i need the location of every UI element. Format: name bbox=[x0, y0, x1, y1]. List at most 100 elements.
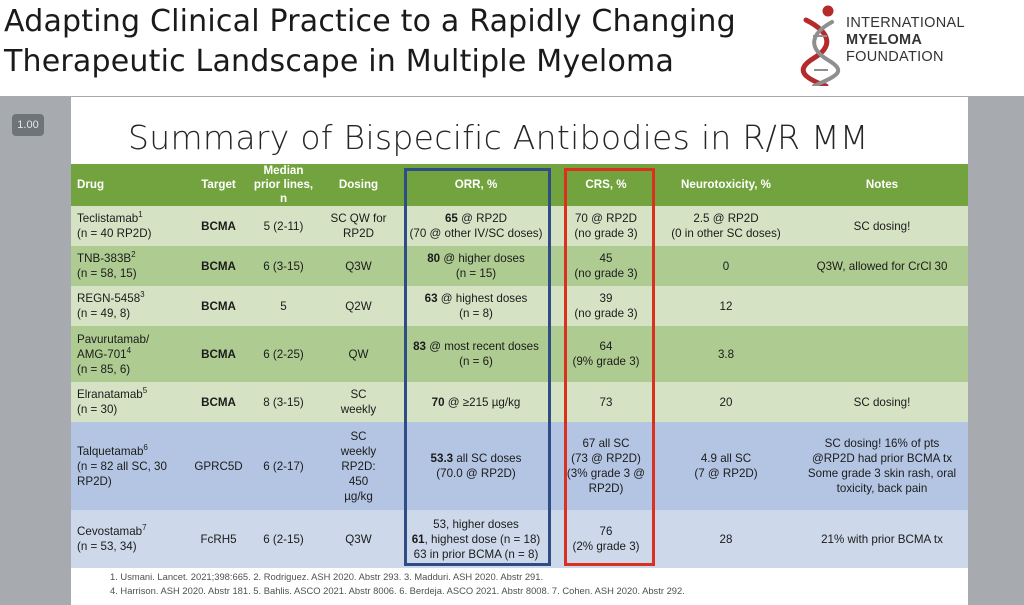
drug-n: (n = 53, 34) bbox=[77, 540, 137, 553]
orr-detail-2: (70.0 @ RP2D) bbox=[436, 467, 516, 480]
neuro-cell: 0 bbox=[656, 246, 796, 286]
crs-value: 64 bbox=[599, 340, 613, 353]
neuro-cell: 20 bbox=[656, 382, 796, 422]
orr-value: 65 bbox=[444, 212, 458, 225]
orr-detail: @ most recent doses bbox=[425, 340, 539, 353]
target-cell: GPRC5D bbox=[191, 422, 246, 510]
orr-cell: 63 @ highest doses (n = 8) bbox=[396, 286, 556, 326]
crs-detail: (9% grade 3) bbox=[572, 355, 640, 368]
notes-cell bbox=[796, 326, 968, 382]
logo-text-international: INTERNATIONAL bbox=[846, 15, 965, 31]
drug-cell: Pavurutamab/AMG-7014 (n = 85, 6) bbox=[71, 326, 191, 382]
neuro-cell: 3.8 bbox=[656, 326, 796, 382]
crs-value: 70 @ RP2D bbox=[574, 212, 638, 225]
neuro-cell: 4.9 all SC (7 @ RP2D) bbox=[656, 422, 796, 510]
slide-title: Summary of Bispecific Antibodies in R/R … bbox=[128, 118, 869, 157]
prior-lines-cell: 6 (3-15) bbox=[246, 246, 321, 286]
orr-value: 83 bbox=[413, 340, 426, 353]
crs-value: 76 bbox=[599, 525, 613, 538]
orr-detail-2: (n = 6) bbox=[459, 355, 493, 368]
table-row: Pavurutamab/AMG-7014 (n = 85, 6) BCMA 6 (… bbox=[71, 326, 968, 382]
neuro-detail: (0 in other SC doses) bbox=[671, 227, 781, 240]
dosing-cell: SC weekly bbox=[321, 382, 396, 422]
drug-n: (n = 82 all SC, 30 RP2D) bbox=[77, 459, 167, 488]
crs-cell: 39 (no grade 3) bbox=[556, 286, 656, 326]
orr-detail-2: 63 in prior BCMA (n = 8) bbox=[413, 547, 539, 561]
drug-name-2: AMG-701 bbox=[77, 347, 127, 361]
drug-n: (n = 49, 8) bbox=[77, 307, 131, 320]
drug-n: (n = 30) bbox=[77, 403, 118, 416]
reference-line-1: 1. Usmani. Lancet. 2021;398:665. 2. Rodr… bbox=[110, 571, 544, 582]
col-header-neurotoxicity: Neurotoxicity, % bbox=[656, 164, 796, 206]
drug-name: Elranatamab bbox=[77, 388, 143, 401]
col-header-drug: Drug bbox=[71, 164, 191, 206]
drug-ref: 3 bbox=[140, 290, 145, 300]
dosing-cell: Q3W bbox=[321, 510, 396, 568]
crs-cell: 67 all SC (73 @ RP2D) (3% grade 3 @ RP2D) bbox=[556, 422, 656, 510]
table-row: Teclistamab1 (n = 40 RP2D) BCMA 5 (2-11) … bbox=[71, 206, 968, 246]
notes-cell: 21% with prior BCMA tx bbox=[796, 510, 968, 568]
crs-value: 45 bbox=[599, 252, 613, 265]
crs-detail-2: (3% grade 3 @ RP2D) bbox=[566, 467, 646, 495]
target-cell: BCMA bbox=[191, 326, 246, 382]
drug-n: (n = 58, 15) bbox=[77, 267, 137, 280]
table-header-row: Drug Target Median prior lines, n Dosing… bbox=[71, 164, 968, 206]
prior-lines-cell: 6 (2-17) bbox=[246, 422, 321, 510]
col-header-target: Target bbox=[191, 164, 246, 206]
drug-ref: 4 bbox=[126, 345, 132, 355]
orr-cell: 70 @ ≥215 µg/kg bbox=[396, 382, 556, 422]
header-title-line-1: Adapting Clinical Practice to a Rapidly … bbox=[4, 4, 736, 39]
drug-name: Talquetamab bbox=[77, 444, 144, 458]
target-cell: BCMA bbox=[191, 382, 246, 422]
neuro-cell: 12 bbox=[656, 286, 796, 326]
imf-logo: INTERNATIONAL MYELOMA FOUNDATION bbox=[800, 2, 1020, 88]
dosing-cell: SC QW for RP2D bbox=[321, 206, 396, 246]
crs-cell: 73 bbox=[556, 382, 656, 422]
orr-detail-2: (70 @ other IV/SC doses) bbox=[409, 227, 543, 240]
col-header-crs: CRS, % bbox=[556, 164, 656, 206]
drug-ref: 2 bbox=[131, 250, 136, 260]
table-row: Talquetamab6 (n = 82 all SC, 30 RP2D) GPR… bbox=[71, 422, 968, 510]
orr-value: 61 bbox=[411, 532, 425, 546]
orr-value: 80 bbox=[427, 252, 441, 265]
table-row: Elranatamab5 (n = 30) BCMA 8 (3-15) SC we… bbox=[71, 382, 968, 422]
crs-value: 39 bbox=[599, 292, 613, 305]
orr-value: 70 bbox=[431, 395, 445, 409]
prior-lines-cell: 6 (2-25) bbox=[246, 326, 321, 382]
playback-speed-badge[interactable]: 1.00 bbox=[12, 114, 44, 136]
drug-cell: TNB-383B2 (n = 58, 15) bbox=[71, 246, 191, 286]
prior-lines-cell: 5 (2-11) bbox=[246, 206, 321, 246]
col-header-dosing: Dosing bbox=[321, 164, 396, 206]
header-title-line-2: Therapeutic Landscape in Multiple Myelom… bbox=[4, 44, 675, 79]
dosing-cell: QW bbox=[321, 326, 396, 382]
drug-name: REGN-5458 bbox=[77, 292, 141, 305]
prior-lines-cell: 8 (3-15) bbox=[246, 382, 321, 422]
target-cell: FcRH5 bbox=[191, 510, 246, 568]
orr-value: 63 bbox=[424, 292, 438, 305]
drug-cell: Teclistamab1 (n = 40 RP2D) bbox=[71, 206, 191, 246]
orr-detail: , highest dose (n = 18) bbox=[424, 532, 541, 546]
drug-name: Teclistamab bbox=[77, 212, 139, 225]
logo-text-foundation: FOUNDATION bbox=[846, 49, 944, 65]
neuro-detail: (7 @ RP2D) bbox=[694, 467, 758, 480]
notes-cell bbox=[796, 286, 968, 326]
neuro-cell: 28 bbox=[656, 510, 796, 568]
reference-line-2: 4. Harrison. ASH 2020. Abstr 181. 5. Bah… bbox=[110, 585, 685, 596]
target-cell: BCMA bbox=[191, 206, 246, 246]
col-header-notes: Notes bbox=[796, 164, 968, 206]
dna-helix-figure-logo-icon bbox=[800, 5, 841, 86]
prior-lines-cell: 5 bbox=[246, 286, 321, 326]
table-row: Cevostamab7 (n = 53, 34) FcRH5 6 (2-15) Q… bbox=[71, 510, 968, 568]
drug-cell: Talquetamab6 (n = 82 all SC, 30 RP2D) bbox=[71, 422, 191, 510]
crs-detail: (73 @ RP2D) bbox=[571, 452, 641, 465]
orr-cell: 53, higher doses 61, highest dose (n = 18… bbox=[396, 510, 556, 568]
neuro-cell: 2.5 @ RP2D (0 in other SC doses) bbox=[656, 206, 796, 246]
orr-detail: all SC doses bbox=[453, 452, 522, 465]
drug-cell: Elranatamab5 (n = 30) bbox=[71, 382, 191, 422]
orr-detail-2: (n = 15) bbox=[455, 267, 497, 280]
crs-detail: (2% grade 3) bbox=[572, 540, 640, 553]
orr-detail-0: 53, higher doses bbox=[433, 517, 519, 531]
orr-detail: @ ≥215 µg/kg bbox=[444, 395, 521, 409]
drug-ref: 7 bbox=[142, 523, 147, 533]
dosing-cell: Q2W bbox=[321, 286, 396, 326]
